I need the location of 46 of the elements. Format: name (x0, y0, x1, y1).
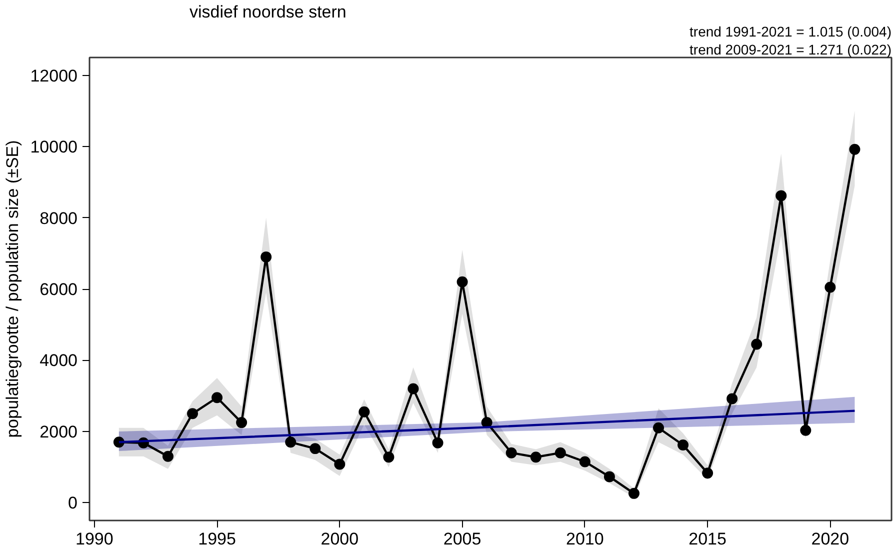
point (285, 436, 296, 448)
point (530, 452, 542, 463)
point (653, 422, 664, 434)
point (432, 437, 444, 448)
x-tick-label: 2020 (811, 530, 850, 547)
point (236, 417, 248, 428)
x-tick-label: 1990 (75, 530, 114, 547)
y-axis-title: populatiegrootte / population size (±SE) (3, 140, 22, 438)
point (702, 468, 714, 479)
point (383, 452, 394, 463)
y-tick-label: 0 (68, 494, 78, 513)
y-tick-label: 6000 (40, 280, 78, 299)
point (776, 190, 787, 202)
point (678, 440, 689, 450)
point (358, 406, 370, 418)
point (604, 471, 615, 482)
point (579, 456, 590, 468)
point (506, 447, 517, 458)
point (554, 447, 566, 458)
chart-title: visdief noordse stern (190, 2, 346, 22)
point (408, 383, 419, 394)
text: trend 1991-2021 = 1.015 (0.004) (690, 24, 892, 40)
point (726, 393, 738, 404)
y-tick-label: 2000 (40, 422, 78, 442)
point (751, 338, 762, 350)
point (310, 443, 321, 454)
point (824, 282, 836, 293)
y-tick-label: 12000 (30, 66, 78, 86)
point (334, 458, 346, 470)
point (260, 251, 272, 262)
x-tick-label: 2005 (443, 530, 482, 547)
point (849, 144, 860, 155)
text: trend 2009-2021 = 1.271 (0.022) (690, 42, 892, 58)
point (162, 450, 174, 462)
x-tick-label: 1995 (198, 530, 236, 547)
x-tick-label: 2000 (320, 530, 359, 547)
point (800, 424, 812, 436)
x-tick-label: 2015 (688, 530, 726, 547)
point (212, 392, 223, 404)
point (187, 408, 198, 420)
y-tick-label: 4000 (40, 351, 78, 370)
point (456, 276, 468, 288)
y-tick-label: 10000 (30, 138, 78, 157)
y-tick-label: 8000 (40, 208, 78, 228)
x-tick-label: 2010 (566, 530, 604, 547)
point (628, 488, 640, 499)
